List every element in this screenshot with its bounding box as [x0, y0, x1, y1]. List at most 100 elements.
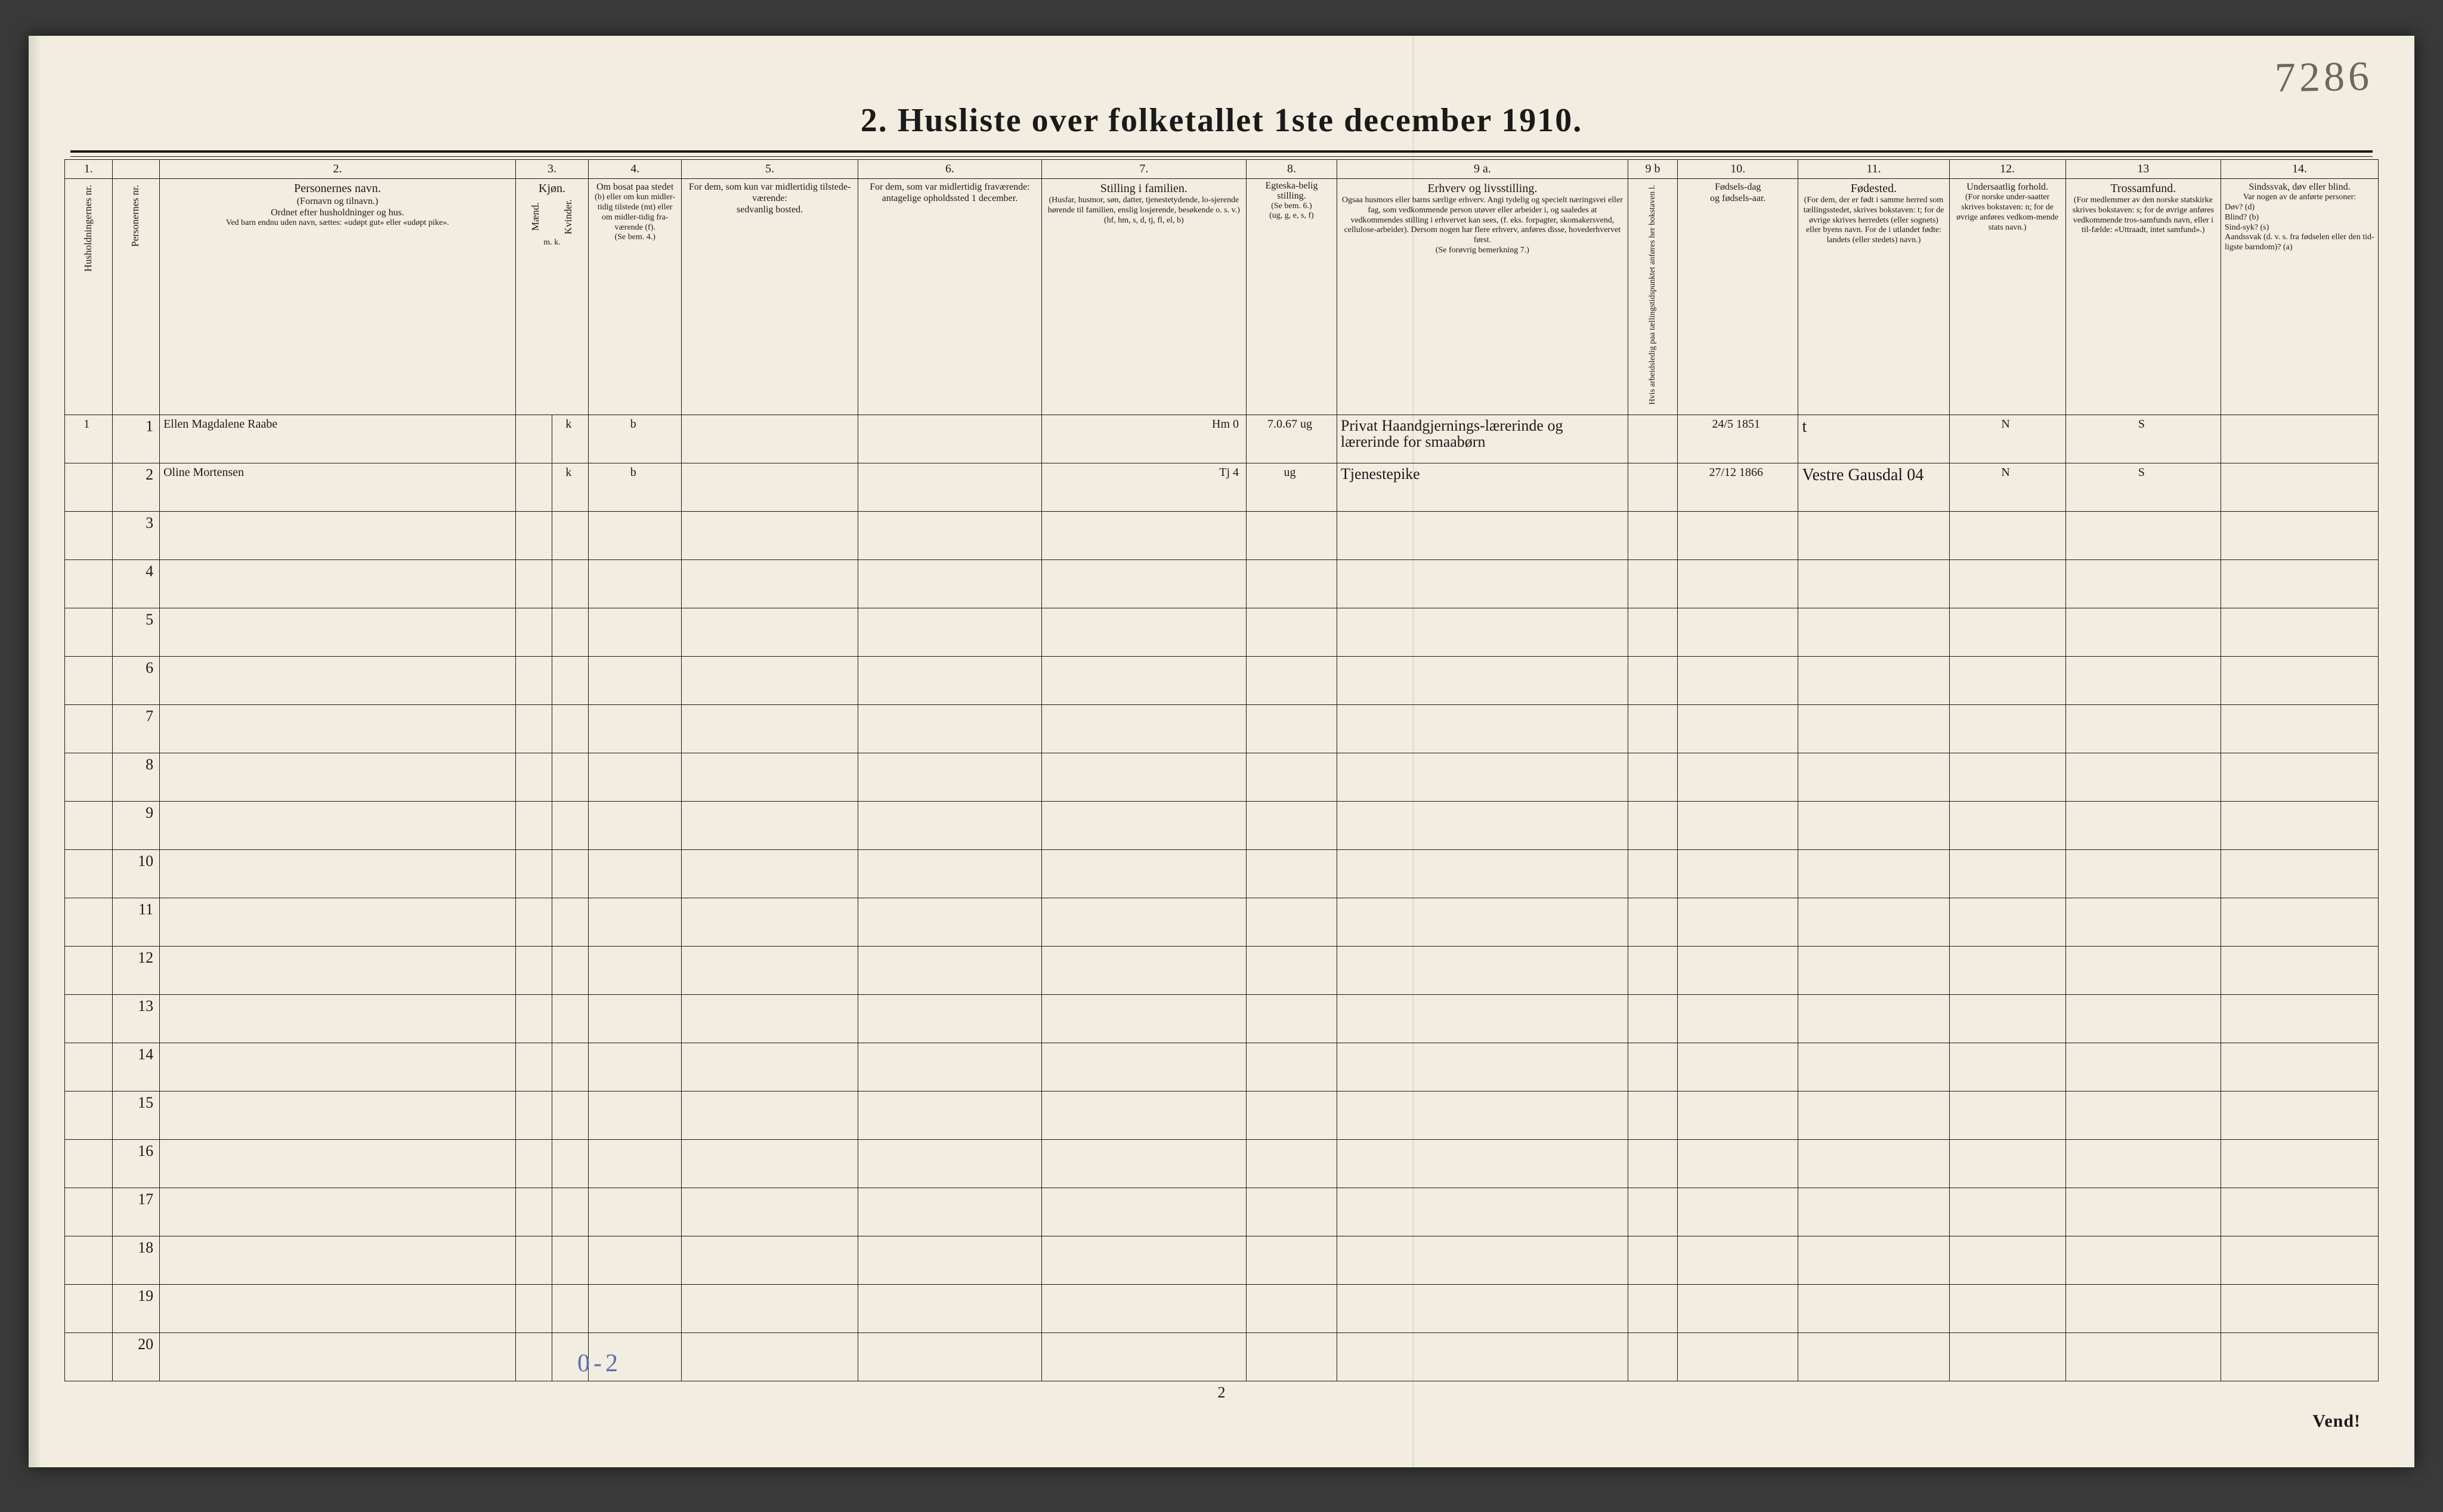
- hdr-c11-body: (For dem, der er født i samme herred som…: [1802, 196, 1945, 246]
- cell-empty: [2221, 946, 2379, 994]
- cell-pn: 1: [112, 415, 160, 463]
- cell-empty: [552, 994, 589, 1043]
- cell-empty: 16: [112, 1139, 160, 1188]
- cell-bosat: b: [589, 463, 681, 511]
- cell-empty: [1798, 1332, 1949, 1381]
- cell-empty: 9: [112, 801, 160, 849]
- cell-empty: [160, 704, 516, 753]
- cell-empty: [858, 1332, 1041, 1381]
- cell-empty: [552, 1284, 589, 1332]
- cell-empty: [1247, 1139, 1337, 1188]
- cell-empty: [858, 1188, 1041, 1236]
- cell-empty: [1247, 994, 1337, 1043]
- cell-empty: [552, 704, 589, 753]
- cell-empty: [1949, 801, 2065, 849]
- cell-empty: [589, 559, 681, 608]
- cell-empty: [2065, 1236, 2221, 1284]
- cell-empty: [65, 1188, 113, 1236]
- cell-empty: [858, 753, 1041, 801]
- table-row: 4: [65, 559, 2379, 608]
- hdr-c5-title: For dem, som kun var midlertidig tilsted…: [685, 181, 854, 204]
- cell-empty: [1678, 1139, 1798, 1188]
- table-row: 14: [65, 1043, 2379, 1091]
- cell-empty: [858, 511, 1041, 559]
- hdr-c14-l3: Sind-syk? (s): [2225, 223, 2374, 233]
- cell-empty: [65, 559, 113, 608]
- cell-empty: 10: [112, 849, 160, 898]
- cell-empty: [515, 704, 552, 753]
- cell-empty: 4: [112, 559, 160, 608]
- cell-empty: [2065, 849, 2221, 898]
- hdr-c9a-foot: (Se forøvrig bemerkning 7.): [1341, 246, 1624, 256]
- cell-empty: 7: [112, 704, 160, 753]
- cell-empty: [65, 994, 113, 1043]
- cell-empty: [1678, 656, 1798, 704]
- hdr-person-nr: Personernes nr.: [112, 179, 160, 415]
- cell-empty: [1041, 1236, 1246, 1284]
- cell-empty: [515, 1188, 552, 1236]
- cell-empty: 13: [112, 994, 160, 1043]
- cell-empty: [1247, 1236, 1337, 1284]
- cell-empty: [1247, 704, 1337, 753]
- table-body: 11Ellen Magdalene RaabekbHm 07.0.67 ugPr…: [65, 415, 2379, 1381]
- hdr-bosat: Om bosat paa stedet (b) eller om kun mid…: [589, 179, 681, 415]
- cell-empty: [681, 1043, 858, 1091]
- cell-empty: [1337, 704, 1628, 753]
- cell-empty: [1337, 1043, 1628, 1091]
- cell-empty: [515, 559, 552, 608]
- cell-empty: [552, 753, 589, 801]
- cell-empty: [1041, 1284, 1246, 1332]
- colnum-3: 3.: [515, 160, 589, 179]
- cell-empty: [681, 1236, 858, 1284]
- table-row: 16: [65, 1139, 2379, 1188]
- cell-c14: [2221, 415, 2379, 463]
- cell-empty: [160, 1188, 516, 1236]
- hdr-c10-title: Fødsels-dag: [1681, 181, 1794, 193]
- hdr-c14-body: Var nogen av de anførte personer:: [2225, 193, 2374, 203]
- cell-fsted: Vestre Gausdal 04: [1798, 463, 1949, 511]
- cell-empty: [160, 849, 516, 898]
- cell-empty: [858, 656, 1041, 704]
- hdr-c14-l4: Aandssvak (d. v. s. fra fødselen eller d…: [2225, 233, 2374, 253]
- cell-empty: [1798, 1139, 1949, 1188]
- hdr-c12-body: (For norske under-saatter skrives boksta…: [1953, 193, 2062, 233]
- cell-empty: [1628, 511, 1677, 559]
- cell-empty: [589, 1284, 681, 1332]
- colnum-4: 4.: [589, 160, 681, 179]
- cell-empty: [1041, 849, 1246, 898]
- table-row: 6: [65, 656, 2379, 704]
- cell-empty: [1949, 1139, 2065, 1188]
- hdr-c10-body: og fødsels-aar.: [1681, 193, 1794, 204]
- cell-empty: [1247, 1091, 1337, 1139]
- cell-empty: [681, 608, 858, 656]
- cell-empty: [1628, 801, 1677, 849]
- cell-empty: [552, 1091, 589, 1139]
- cell-empty: [1337, 559, 1628, 608]
- cell-egte: 7.0.67 ug: [1247, 415, 1337, 463]
- printed-page-number: 2: [1218, 1384, 1226, 1402]
- hdr-c14-l2: Blind? (b): [2225, 213, 2374, 223]
- cell-empty: [2065, 608, 2221, 656]
- header-row: Husholdningernes nr. Personernes nr. Per…: [65, 179, 2379, 415]
- cell-empty: [160, 801, 516, 849]
- cell-empty: [1678, 849, 1798, 898]
- cell-empty: [1798, 753, 1949, 801]
- cell-empty: [552, 1043, 589, 1091]
- cell-empty: [2065, 1284, 2221, 1332]
- cell-sex: [515, 463, 552, 511]
- cell-empty: [2065, 946, 2221, 994]
- cell-empty: [1247, 753, 1337, 801]
- cell-c6: [858, 415, 1041, 463]
- cell-empty: [160, 753, 516, 801]
- hdr-c9a-body: Ogsaa husmors eller barns særlige erhver…: [1341, 196, 1624, 246]
- cell-empty: [1247, 1332, 1337, 1381]
- cell-empty: [1949, 1188, 2065, 1236]
- cell-empty: [2221, 753, 2379, 801]
- cell-empty: [1628, 1284, 1677, 1332]
- cell-hh: 1: [65, 415, 113, 463]
- cell-empty: 20: [112, 1332, 160, 1381]
- cell-empty: [2065, 1139, 2221, 1188]
- cell-empty: [1247, 946, 1337, 994]
- cell-empty: [1247, 849, 1337, 898]
- cell-unders: N: [1949, 463, 2065, 511]
